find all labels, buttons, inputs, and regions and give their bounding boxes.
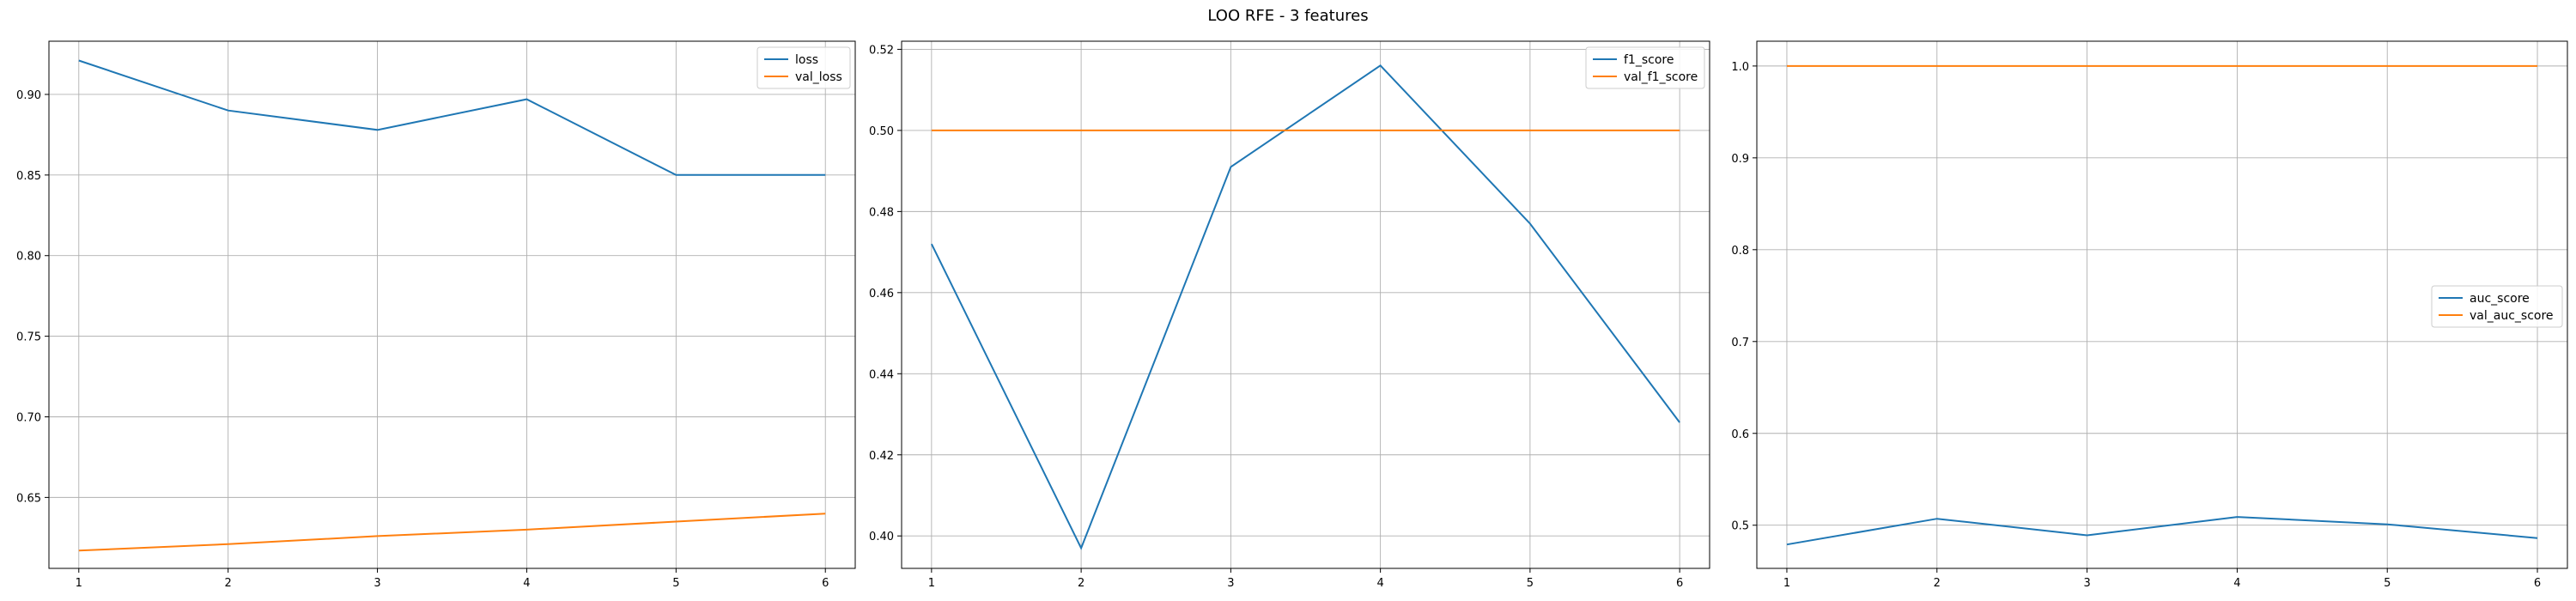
axes-frame <box>1756 40 2568 569</box>
chart-panel-3: 1 2 3 4 5 6 0.5 0.6 0.7 0.8 0.9 1.0 auc_score val_auc… <box>1731 40 2568 590</box>
y-tick-label: 0.85 <box>16 170 41 183</box>
y-tick-label: 0.46 <box>869 288 894 300</box>
y-tick-label: 0.65 <box>16 492 41 505</box>
y-tick-label: 0.50 <box>869 125 894 138</box>
legend-label-auc_score: auc_score <box>2470 292 2530 306</box>
y-tick-label: 0.5 <box>1731 520 1749 533</box>
series-line-loss <box>78 59 826 176</box>
legend-label-f1_score: f1_score <box>1624 53 1674 67</box>
x-tick-label: 6 <box>1676 577 1683 590</box>
x-tick-label: 3 <box>1227 577 1234 590</box>
axes-frame <box>48 40 856 569</box>
y-tick-label: 0.6 <box>1731 428 1749 441</box>
legend-box <box>2431 285 2563 328</box>
x-tick-label: 6 <box>822 577 829 590</box>
y-tick-label: 0.42 <box>869 450 894 463</box>
y-tick-label: 0.40 <box>869 531 894 543</box>
y-tick-label: 0.8 <box>1731 245 1749 258</box>
x-tick-label: 4 <box>2233 577 2240 590</box>
x-tick-label: 2 <box>1078 577 1084 590</box>
y-tick-label: 0.70 <box>16 411 41 424</box>
figure-title: LOO RFE - 3 features <box>1207 7 1369 25</box>
y-tick-label: 0.80 <box>16 251 41 264</box>
x-tick-label: 2 <box>225 577 232 590</box>
y-tick-label: 0.90 <box>16 89 41 102</box>
y-tick-label: 0.7 <box>1731 337 1749 349</box>
chart-panel-2: 1 2 3 4 5 6 0.40 0.42 0.44 0.46 0.48 0.50 0.52 f1_sco… <box>869 40 1710 590</box>
legend-label-loss: loss <box>795 53 818 67</box>
y-tick-label: 0.75 <box>16 331 41 344</box>
x-tick-label: 1 <box>76 577 82 590</box>
x-tick-label: 2 <box>1934 577 1941 590</box>
series-line-f1_score <box>931 64 1680 550</box>
x-tick-label: 1 <box>928 577 935 590</box>
axes-frame <box>901 40 1710 569</box>
x-tick-label: 6 <box>2534 577 2541 590</box>
y-tick-label: 1.0 <box>1731 61 1749 74</box>
x-tick-label: 5 <box>672 577 679 590</box>
series-line-val_loss <box>78 513 826 552</box>
y-tick-label: 0.9 <box>1731 153 1749 166</box>
x-tick-label: 4 <box>523 577 530 590</box>
x-tick-label: 4 <box>1376 577 1383 590</box>
x-tick-label: 5 <box>1527 577 1534 590</box>
legend-box <box>756 46 851 89</box>
y-tick-label: 0.44 <box>869 368 894 381</box>
x-tick-label: 3 <box>2083 577 2090 590</box>
x-tick-label: 3 <box>374 577 380 590</box>
y-tick-label: 0.52 <box>869 44 894 57</box>
x-tick-label: 1 <box>1783 577 1790 590</box>
legend-box <box>1585 46 1705 89</box>
legend-label-val_loss: val_loss <box>795 70 842 84</box>
chart-panel-1: 1 2 3 4 5 6 0.65 0.70 0.75 0.80 0.85 0.90 loss val_lo… <box>16 40 856 590</box>
legend-label-val_auc_score: val_auc_score <box>2470 309 2554 323</box>
y-tick-label: 0.48 <box>869 206 894 219</box>
series-line-auc_score <box>1786 516 2538 546</box>
legend-label-val_f1_score: val_f1_score <box>1624 70 1698 84</box>
x-tick-label: 5 <box>2384 577 2391 590</box>
